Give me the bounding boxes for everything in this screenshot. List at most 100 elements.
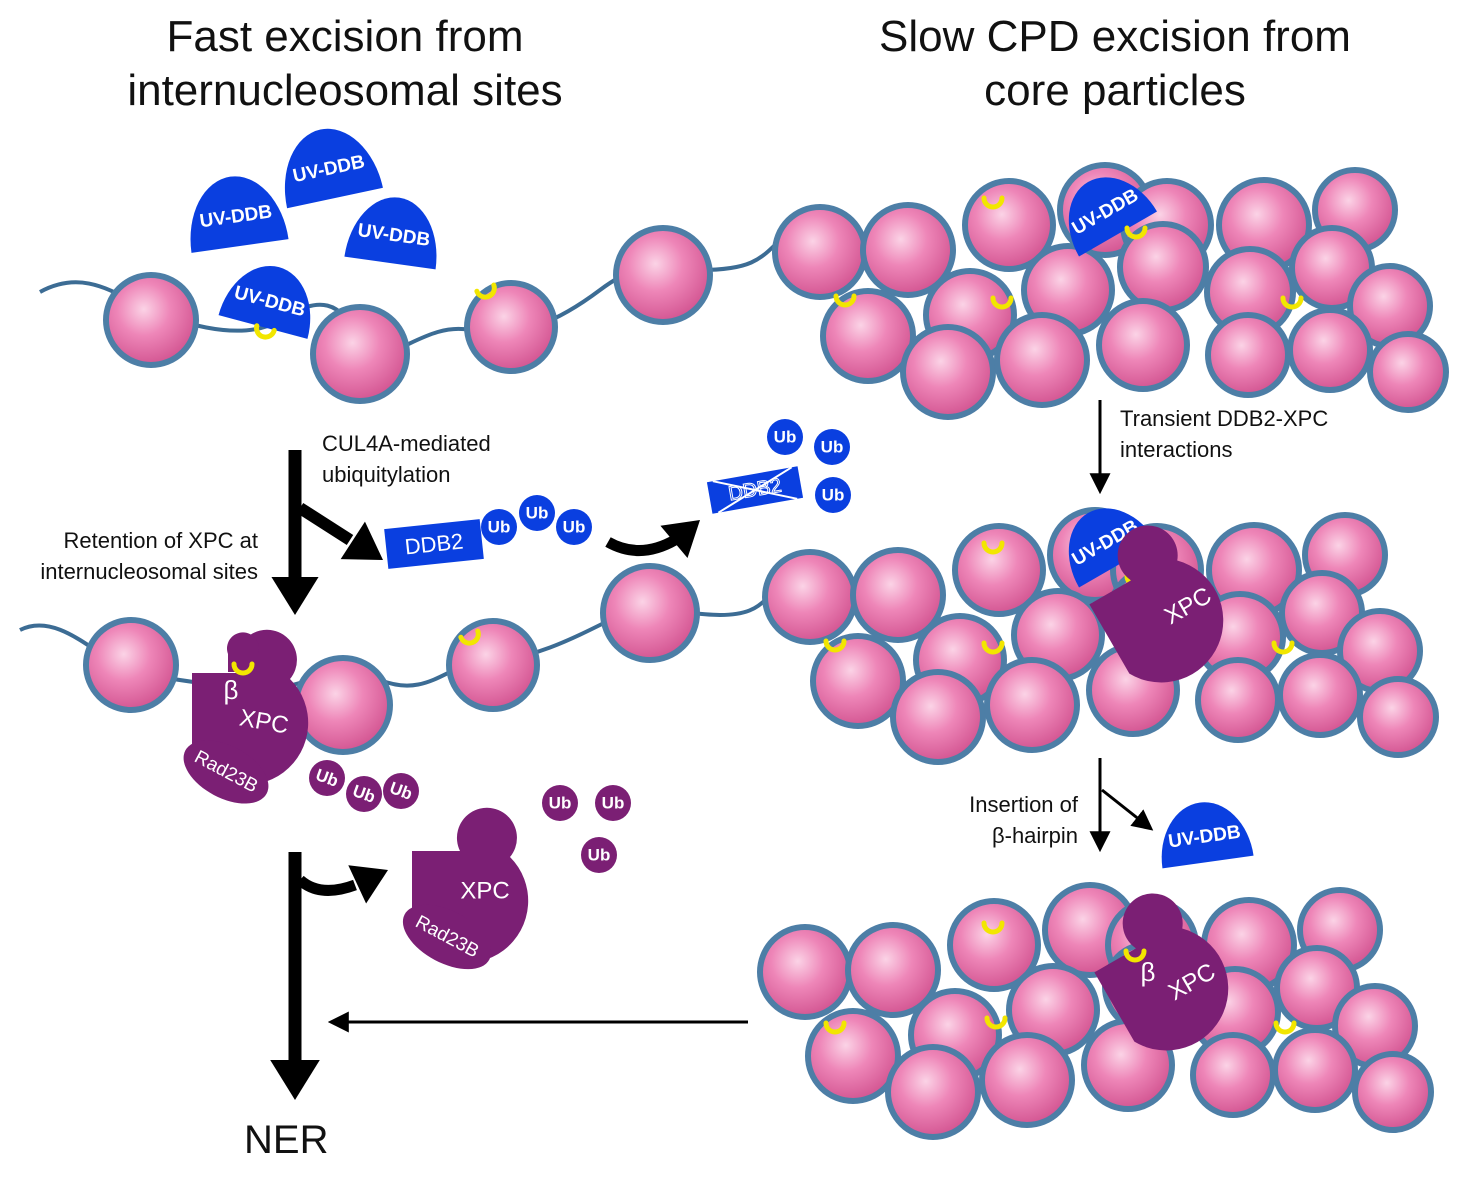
nucleosome-core <box>1287 307 1373 393</box>
nucleosome-core <box>1277 652 1363 738</box>
ub-circle <box>814 429 850 465</box>
uv-ddb-body <box>218 265 311 339</box>
ub-xpc-2: Ub <box>346 776 382 812</box>
ub-circle <box>581 837 617 873</box>
ner-label: NER <box>244 1118 329 1162</box>
nucleosome-core <box>1190 1032 1276 1118</box>
ddb2-strike-2 <box>712 480 798 500</box>
ub-label: Ub <box>563 518 586 537</box>
retention-label: Retention of XPC at internucleosomal sit… <box>0 525 258 587</box>
nucleosome-core <box>984 657 1080 753</box>
arrow-release-branch <box>296 875 357 896</box>
transient-label-line-1: Transient DDB2-XPC <box>1120 406 1329 431</box>
left-title-line-1: Fast excision from <box>166 12 524 61</box>
ub-circle <box>519 495 555 531</box>
cpd-lesion <box>1280 295 1304 310</box>
ub-label: Ub <box>549 794 572 813</box>
transient-label-line-2: interactions <box>1120 437 1233 462</box>
nucleosome-core <box>1096 298 1190 392</box>
ub-circle <box>542 785 578 821</box>
nucleosome <box>446 618 540 712</box>
cpd-lesion <box>1271 640 1295 655</box>
cpd-lesion-bound <box>254 323 277 340</box>
nucleosome-core <box>860 202 956 298</box>
uv-ddb-body <box>1161 802 1254 869</box>
cpd-lesion <box>981 195 1005 210</box>
rad23b-body <box>183 740 269 804</box>
ddb2-body <box>384 519 484 569</box>
right-title-line-2: core particles <box>984 66 1246 115</box>
uv-ddb-free-1: UV-DDB <box>190 176 289 253</box>
ub-circle <box>595 785 631 821</box>
xpc-body <box>1094 893 1229 1051</box>
cpd-lesion <box>1273 1020 1297 1035</box>
nucleosome <box>83 617 179 713</box>
beta-label-right: β <box>1141 957 1156 987</box>
nucleosome <box>293 655 393 755</box>
ub-xpc-1: Ub <box>309 760 345 796</box>
nucleosome-core <box>994 312 1090 408</box>
ub-circle <box>767 419 803 455</box>
ub-circle <box>383 773 419 809</box>
cpd-lesion <box>833 293 857 308</box>
nucleosome-core <box>890 669 986 765</box>
nucleosome-core <box>810 633 906 729</box>
nucleosome-core <box>1352 1051 1434 1133</box>
ub-ddb2-3: Ub <box>556 509 592 545</box>
ub-circle <box>815 477 851 513</box>
cul4a-label-line-1: CUL4A-mediated <box>322 431 491 456</box>
nucleosome-core <box>845 922 941 1018</box>
nucleosome-core <box>1367 331 1449 413</box>
cul4a-label-line-2: ubiquitylation <box>322 462 451 487</box>
ub-xpc-3: Ub <box>383 773 419 809</box>
ub-label: Ub <box>821 438 844 457</box>
ub-ddb2-2: Ub <box>519 495 555 531</box>
nucleosome-core <box>762 549 858 645</box>
cpd-lesion <box>990 295 1014 310</box>
right-title-line-1: Slow CPD excision from <box>879 12 1351 61</box>
nucleosome <box>600 563 700 663</box>
cpd-lesion <box>981 920 1005 935</box>
rad23b-released-body <box>402 904 492 970</box>
ub-label: Ub <box>526 504 549 523</box>
uv-ddb-body <box>1068 177 1157 257</box>
uv-ddb-free-3: UV-DDB <box>344 197 437 270</box>
arrow-main-2-head <box>270 1060 320 1100</box>
cpd-lesion-retained <box>231 661 255 676</box>
retention-label-line-1: Retention of XPC at <box>63 528 258 553</box>
nucleosome-core <box>952 523 1046 617</box>
nucleosome <box>310 304 410 404</box>
left-title-line-2: internucleosomal sites <box>127 66 563 115</box>
ub-free-3: Ub <box>815 477 851 513</box>
cpd-lesion <box>823 638 847 653</box>
nucleosome <box>103 272 199 368</box>
cpd-lesion <box>984 1015 1008 1030</box>
ub-label: Ub <box>602 794 625 813</box>
cpd-lesion <box>458 628 481 646</box>
ub-circle <box>556 509 592 545</box>
nucleosome-core <box>1357 676 1439 758</box>
nucleosome-core <box>820 288 916 384</box>
beta-label-left: β <box>224 675 239 705</box>
nucleosome-core <box>979 1032 1075 1128</box>
ub-xpc-free-3: Ub <box>581 837 617 873</box>
cpd-lesion <box>981 540 1005 555</box>
ub-free-2: Ub <box>814 429 850 465</box>
cpd-lesion <box>981 640 1005 655</box>
arrow-cul4a-head <box>340 521 383 560</box>
cpd-lesion <box>823 1020 847 1035</box>
ddb2-degraded: DDB2 <box>706 466 804 514</box>
nucleosome-core <box>1272 1027 1358 1113</box>
nucleosome-core <box>1205 312 1291 398</box>
nucleosome-core <box>1195 657 1281 743</box>
cul4a-label: CUL4A-mediated ubiquitylation <box>322 428 491 490</box>
nucleosome <box>613 225 713 325</box>
ub-label: Ub <box>774 428 797 447</box>
nucleosome-core <box>885 1044 981 1140</box>
xpc-body <box>1089 525 1224 683</box>
nucleosome-core <box>757 924 853 1020</box>
uv-ddb-body <box>1068 508 1157 588</box>
arrow-degradation <box>605 535 678 556</box>
uv-ddb-body <box>344 197 437 270</box>
